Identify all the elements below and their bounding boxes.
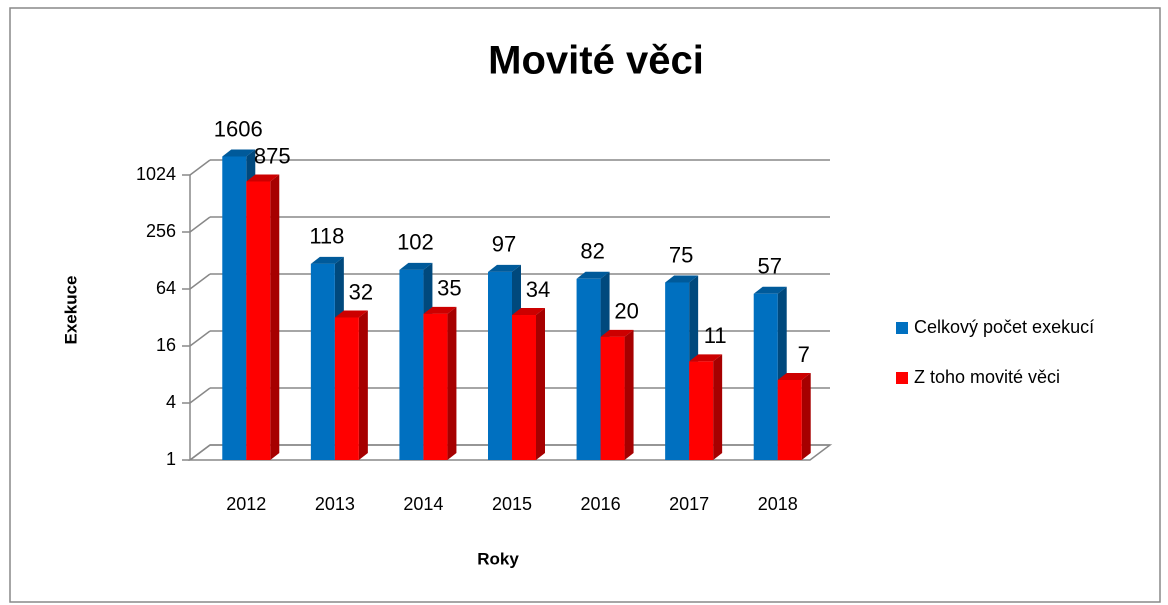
- bar-face: [399, 262, 433, 270]
- bar-face: [689, 354, 723, 362]
- bar: [777, 372, 811, 460]
- legend-swatch: [896, 372, 908, 384]
- x-axis-title: Roky: [477, 549, 519, 568]
- bar-face: [665, 275, 699, 283]
- bar-face: [665, 282, 690, 460]
- bar-face: [801, 372, 811, 460]
- bar: [512, 308, 545, 460]
- data-label: 75: [669, 242, 693, 267]
- bar: [689, 354, 723, 460]
- bar-face: [222, 156, 247, 460]
- x-tick-label: 2015: [492, 494, 532, 514]
- x-tick-label: 2013: [315, 494, 355, 514]
- bar-face: [270, 174, 280, 461]
- data-label: 11: [704, 323, 727, 348]
- x-tick-label: 2012: [226, 494, 266, 514]
- x-tick-label: 2017: [669, 494, 709, 514]
- bar-face: [624, 329, 634, 460]
- bar-face: [399, 269, 424, 460]
- bar-face: [713, 354, 723, 460]
- grid-line: [189, 216, 211, 233]
- bar-face: [689, 361, 714, 460]
- bar-face: [488, 271, 512, 460]
- bar-face: [600, 329, 634, 337]
- data-label: 34: [526, 277, 550, 302]
- bar: [334, 310, 368, 460]
- bar-face: [536, 308, 545, 460]
- legend-label: Z toho movité věci: [914, 367, 1060, 387]
- bar: [423, 306, 457, 460]
- bar-face: [310, 263, 335, 460]
- grid-line: [189, 330, 211, 347]
- bar-face: [512, 315, 536, 460]
- bar-face: [447, 306, 457, 460]
- data-label: 7: [798, 342, 810, 367]
- bar: [600, 329, 634, 460]
- bar-face: [358, 310, 368, 460]
- bar-face: [512, 308, 545, 316]
- x-tick-label: 2014: [403, 494, 443, 514]
- bar-face: [222, 149, 256, 157]
- bar-face: [777, 379, 802, 460]
- grid-line: [189, 273, 211, 290]
- y-tick-label: 4: [166, 392, 176, 412]
- data-label: 102: [397, 230, 434, 255]
- bar-face: [576, 278, 601, 460]
- grid-line: [189, 387, 211, 404]
- bar: [246, 174, 280, 461]
- y-tick-label: 1024: [136, 164, 176, 184]
- data-label: 32: [349, 279, 373, 304]
- y-tick-label: 64: [156, 278, 176, 298]
- bar-face: [753, 286, 787, 294]
- y-tick-label: 1: [166, 449, 176, 469]
- data-label: 97: [492, 232, 516, 257]
- grid-line: [189, 159, 211, 176]
- y-tick-label: 256: [146, 221, 176, 241]
- bar-face: [576, 271, 610, 279]
- x-tick-label: 2018: [758, 494, 798, 514]
- legend-label: Celkový počet exekucí: [914, 317, 1094, 337]
- data-label: 57: [757, 254, 781, 279]
- data-label: 118: [309, 224, 344, 249]
- y-tick-label: 16: [156, 335, 176, 355]
- x-tick-label: 2016: [581, 494, 621, 514]
- data-label: 20: [614, 299, 638, 324]
- bar-face: [310, 256, 344, 264]
- bar-face: [777, 372, 811, 380]
- bar-face: [334, 310, 368, 318]
- bar-face: [423, 313, 448, 460]
- legend-swatch: [896, 322, 908, 334]
- bar-face: [246, 174, 280, 182]
- bar-face: [600, 336, 625, 460]
- data-label: 82: [580, 239, 604, 264]
- data-label: 35: [437, 276, 461, 301]
- bar-face: [753, 293, 778, 460]
- chart-title: Movité věci: [488, 39, 704, 83]
- y-axis-title: Exekuce: [61, 276, 80, 345]
- bar-face: [246, 181, 271, 461]
- data-label: 1606: [214, 116, 263, 141]
- bar-face: [488, 264, 521, 272]
- grid-line: [189, 444, 211, 461]
- bar-face: [423, 306, 457, 314]
- data-label: 875: [254, 143, 291, 168]
- bar-face: [334, 317, 359, 460]
